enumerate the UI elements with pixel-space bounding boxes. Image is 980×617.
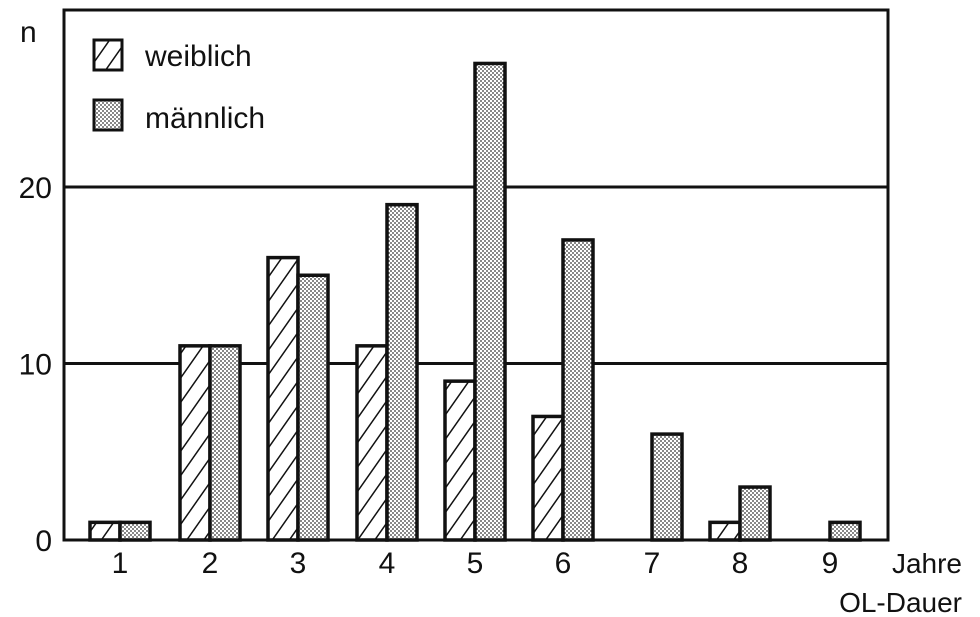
bar-männlich-1 <box>118 520 152 542</box>
y-tick-label: 10 <box>19 349 52 382</box>
bars <box>88 61 862 542</box>
legend: weiblich männlich <box>92 38 265 135</box>
bar-männlich-3 <box>296 273 330 542</box>
bar-weiblich-8 <box>708 520 742 542</box>
x-tick-label: 7 <box>644 547 661 580</box>
legend-label-weiblich: weiblich <box>144 40 252 73</box>
x-axis-ticks: 1 2 3 4 5 6 7 8 9 <box>112 547 839 580</box>
bar-männlich-7 <box>650 432 684 542</box>
x-tick-label: 1 <box>112 547 129 580</box>
bar-weiblich-4 <box>355 344 389 542</box>
x-tick-label: 3 <box>290 547 307 580</box>
x-tick-label: 4 <box>379 547 396 580</box>
bar-weiblich-2 <box>178 344 212 542</box>
x-axis-title: OL-Dauer <box>839 587 962 617</box>
bar-weiblich-6 <box>531 414 565 542</box>
bar-männlich-9 <box>828 520 862 542</box>
x-tick-label: 6 <box>555 547 572 580</box>
legend-swatch-weiblich <box>92 38 124 72</box>
y-axis-label: n <box>20 16 37 49</box>
bar-weiblich-3 <box>266 255 300 542</box>
x-axis-unit-label: Jahre <box>892 548 962 579</box>
y-tick-label: 20 <box>19 172 52 205</box>
bar-männlich-6 <box>561 238 595 542</box>
y-tick-label: 0 <box>35 525 52 558</box>
bar-männlich-8 <box>738 485 772 542</box>
y-axis-ticks: 0 10 20 <box>19 172 52 558</box>
x-tick-label: 2 <box>202 547 219 580</box>
legend-swatch-maennlich <box>92 98 124 132</box>
bar-männlich-4 <box>385 202 419 542</box>
x-tick-label: 8 <box>732 547 749 580</box>
bar-weiblich-1 <box>88 520 122 542</box>
bar-männlich-2 <box>208 344 242 542</box>
bar-weiblich-5 <box>443 379 477 542</box>
legend-label-maennlich: männlich <box>145 102 265 135</box>
bar-männlich-5 <box>473 61 507 542</box>
x-tick-label: 9 <box>822 547 839 580</box>
x-tick-label: 5 <box>467 547 484 580</box>
